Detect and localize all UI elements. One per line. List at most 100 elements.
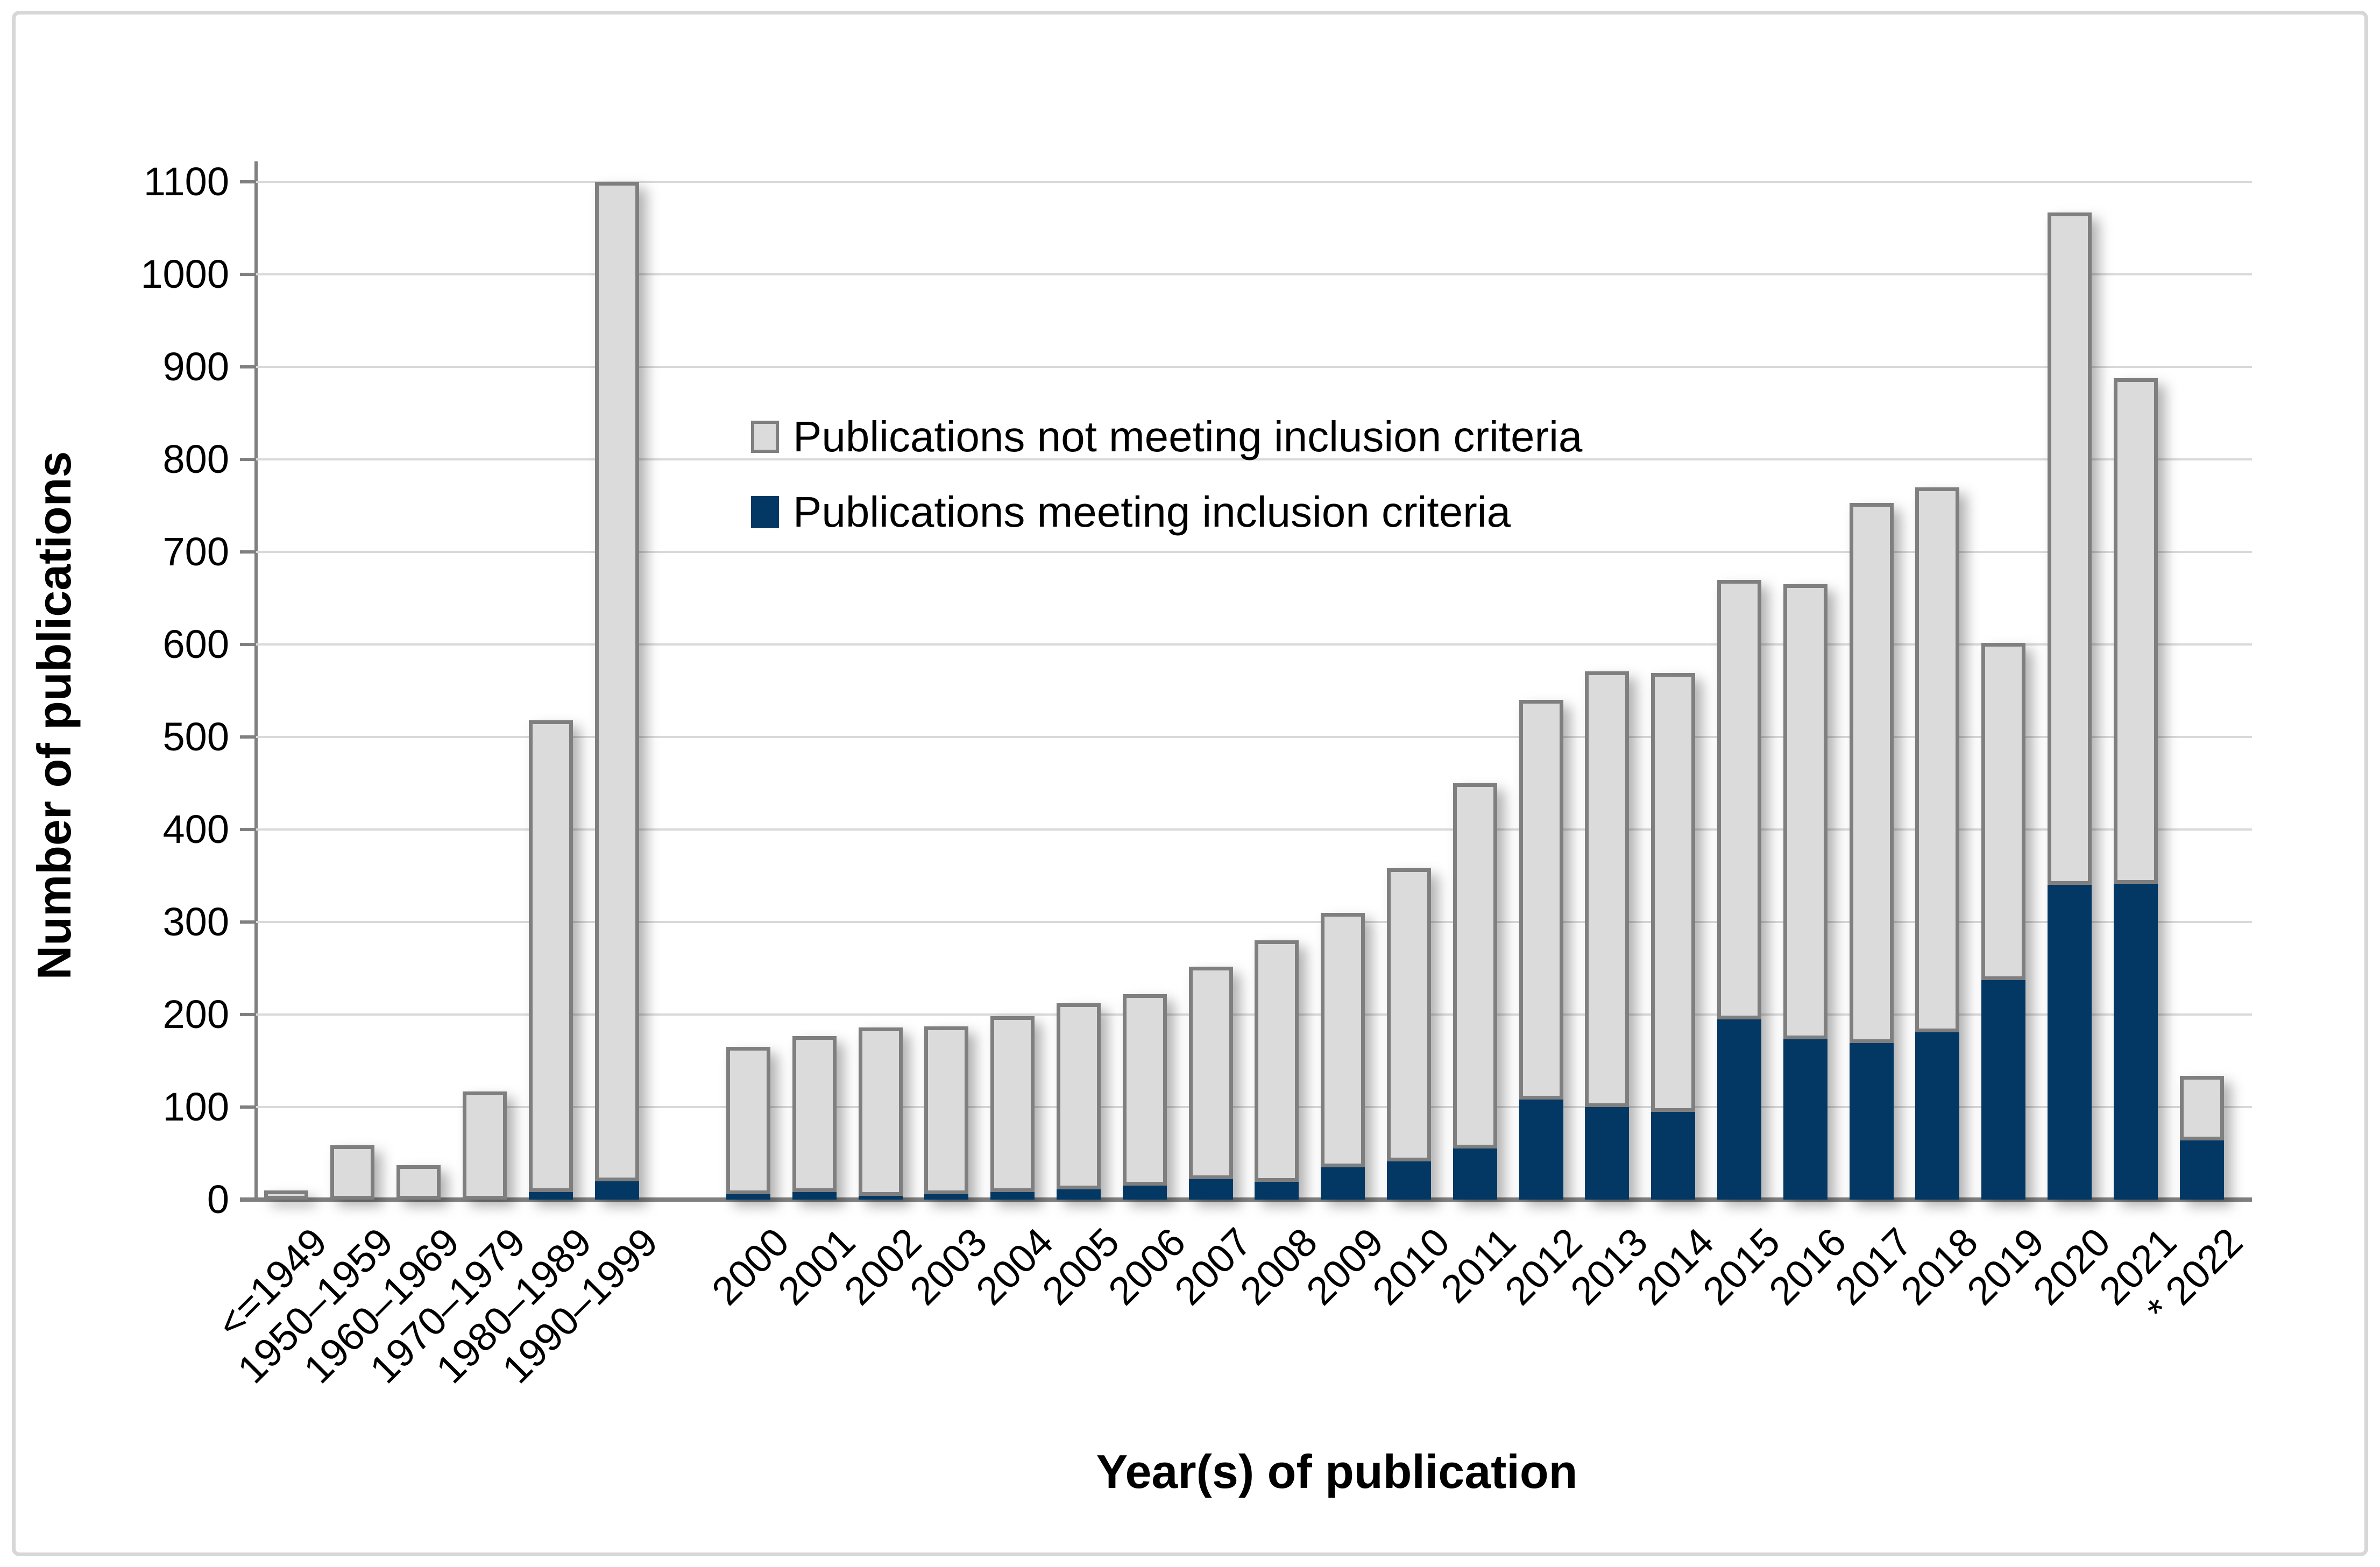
bar-2010 bbox=[1387, 868, 1431, 1200]
bar-segment-not-meeting bbox=[1519, 700, 1563, 1100]
bar-2019 bbox=[1981, 642, 2026, 1200]
bar-2012 bbox=[1519, 700, 1563, 1200]
y-tick-label-400: 400 bbox=[162, 807, 229, 852]
bar-2015 bbox=[1717, 579, 1761, 1200]
bar-2000 bbox=[726, 1047, 770, 1200]
bar-1990–1999 bbox=[595, 182, 639, 1200]
bar-segment-meeting bbox=[1453, 1148, 1497, 1200]
bar-segment-meeting bbox=[1849, 1043, 1894, 1200]
y-tick-label-200: 200 bbox=[162, 992, 229, 1037]
bar-segment-meeting bbox=[1717, 1019, 1761, 1200]
bar-segment-not-meeting bbox=[396, 1165, 441, 1200]
y-tick-label-900: 900 bbox=[162, 344, 229, 389]
y-tick-800 bbox=[240, 458, 256, 461]
bar-segment-meeting bbox=[1387, 1161, 1431, 1200]
bar-segment-meeting bbox=[2048, 885, 2092, 1200]
bar-2001 bbox=[792, 1036, 837, 1200]
bar-segment-not-meeting bbox=[264, 1190, 308, 1200]
bar-segment-not-meeting bbox=[1122, 994, 1167, 1186]
bar-segment-not-meeting bbox=[1387, 868, 1431, 1162]
bar-1980–1989 bbox=[529, 720, 573, 1200]
bar-2011 bbox=[1453, 783, 1497, 1200]
bar-2014 bbox=[1651, 673, 1696, 1200]
bar-2002 bbox=[858, 1027, 903, 1200]
y-tick-label-100: 100 bbox=[162, 1084, 229, 1129]
y-tick-1100 bbox=[240, 180, 256, 183]
bar-2016 bbox=[1783, 584, 1828, 1200]
y-tick-600 bbox=[240, 643, 256, 646]
y-tick-500 bbox=[240, 735, 256, 739]
bar-* 2022 bbox=[2179, 1075, 2224, 1200]
bar-2007 bbox=[1188, 966, 1233, 1200]
bar-segment-not-meeting bbox=[529, 720, 573, 1193]
bar-segment-not-meeting bbox=[990, 1016, 1035, 1193]
y-tick-label-0: 0 bbox=[207, 1177, 229, 1222]
bar-segment-not-meeting bbox=[595, 182, 639, 1181]
bar-2020 bbox=[2048, 212, 2092, 1200]
x-axis-line bbox=[240, 1197, 2252, 1202]
bar-2005 bbox=[1057, 1003, 1101, 1200]
gridline-1000 bbox=[256, 273, 2252, 275]
bar-segment-meeting bbox=[1122, 1186, 1167, 1200]
legend-label-meeting: Publications meeting inclusion criteria bbox=[793, 488, 1511, 536]
legend-item-not-meeting: Publications not meeting inclusion crite… bbox=[751, 399, 1582, 474]
bar-2017 bbox=[1849, 502, 1894, 1200]
bar-segment-not-meeting bbox=[1585, 671, 1630, 1107]
bar-segment-not-meeting bbox=[1651, 673, 1696, 1112]
bar-2006 bbox=[1122, 994, 1167, 1200]
bar-1960–1969 bbox=[396, 1165, 441, 1200]
y-tick-label-700: 700 bbox=[162, 529, 229, 574]
legend-swatch-not-meeting-icon bbox=[751, 421, 779, 453]
bar-segment-not-meeting bbox=[726, 1047, 770, 1194]
bar-segment-meeting bbox=[1519, 1100, 1563, 1200]
bar-segment-not-meeting bbox=[1255, 940, 1299, 1182]
y-axis-line bbox=[254, 161, 258, 1202]
gridline-700 bbox=[256, 551, 2252, 553]
bar-segment-meeting bbox=[1321, 1167, 1365, 1200]
bar-segment-meeting bbox=[2113, 884, 2158, 1200]
bar-segment-meeting bbox=[1981, 980, 2026, 1200]
bar-2013 bbox=[1585, 671, 1630, 1200]
y-tick-400 bbox=[240, 828, 256, 831]
bar-2004 bbox=[990, 1016, 1035, 1200]
gridline-900 bbox=[256, 366, 2252, 368]
bar-segment-meeting bbox=[726, 1194, 770, 1200]
y-tick-label-600: 600 bbox=[162, 622, 229, 666]
gridline-300 bbox=[256, 921, 2252, 923]
bar-segment-meeting bbox=[1057, 1189, 1101, 1200]
bar-segment-not-meeting bbox=[1453, 783, 1497, 1149]
gridline-1100 bbox=[256, 181, 2252, 183]
bar-2018 bbox=[1915, 487, 1960, 1200]
bar-segment-meeting bbox=[1783, 1039, 1828, 1200]
y-tick-label-300: 300 bbox=[162, 899, 229, 944]
bar-segment-meeting bbox=[595, 1181, 639, 1200]
gridline-500 bbox=[256, 736, 2252, 738]
bar-segment-not-meeting bbox=[1057, 1003, 1101, 1190]
bar-segment-meeting bbox=[1651, 1111, 1696, 1200]
bar-segment-meeting bbox=[1255, 1182, 1299, 1200]
bar-<=1949 bbox=[264, 1190, 308, 1200]
bar-1970–1979 bbox=[463, 1091, 507, 1200]
y-tick-200 bbox=[240, 1013, 256, 1016]
bar-segment-meeting bbox=[2179, 1140, 2224, 1200]
bar-segment-not-meeting bbox=[1849, 502, 1894, 1044]
x-axis-title: Year(s) of publication bbox=[1096, 1445, 1578, 1498]
y-tick-label-800: 800 bbox=[162, 437, 229, 481]
gridline-600 bbox=[256, 643, 2252, 646]
figure-border bbox=[12, 11, 2368, 1556]
bar-segment-meeting bbox=[924, 1194, 969, 1200]
gridline-200 bbox=[256, 1013, 2252, 1016]
bar-segment-not-meeting bbox=[1188, 966, 1233, 1180]
bar-segment-meeting bbox=[1188, 1179, 1233, 1200]
bar-1950–1959 bbox=[330, 1145, 374, 1200]
bar-segment-meeting bbox=[990, 1192, 1035, 1200]
bar-segment-not-meeting bbox=[2179, 1075, 2224, 1140]
bar-2003 bbox=[924, 1026, 969, 1200]
y-tick-100 bbox=[240, 1105, 256, 1109]
y-tick-1000 bbox=[240, 273, 256, 276]
legend-swatch-meeting-icon bbox=[751, 496, 779, 528]
gridline-800 bbox=[256, 458, 2252, 460]
bar-2008 bbox=[1255, 940, 1299, 1200]
bar-segment-not-meeting bbox=[2048, 212, 2092, 885]
